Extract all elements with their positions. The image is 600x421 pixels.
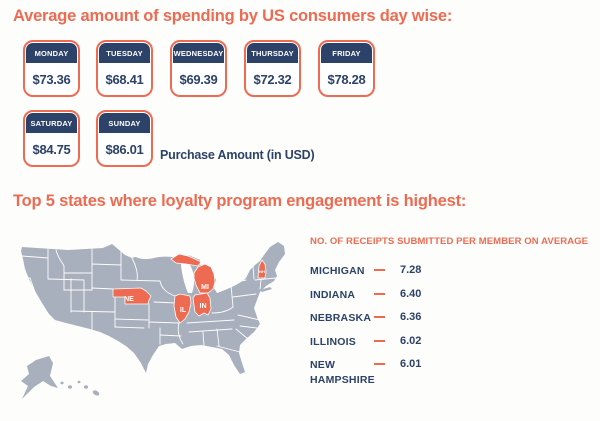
map-label-il: IL [180,307,187,314]
state-name: NEW HAMPSHIRE [310,359,375,386]
map-state-michigan-mitten [193,263,216,294]
map-label-mi: MI [201,284,209,291]
state-borders [20,247,277,353]
state-row-illinois: ILLINOIS 6.02 [310,335,596,359]
dash-icon [374,339,385,342]
day-card-header: SUNDAY [99,113,150,133]
map-label-ne: NE [124,296,134,303]
day-card-header: THURSDAY [247,43,298,63]
dash-icon [374,292,385,295]
day-card-amount: $86.01 [105,141,144,157]
receipts-list: MICHIGAN 7.28 INDIANA 6.40 NEBRASKA 6.36… [310,264,596,388]
day-card-saturday: SATURDAY $84.75 [23,110,80,167]
day-card-header: SATURDAY [26,113,77,133]
state-value: 6.36 [400,311,422,323]
day-card-header: MONDAY [26,43,77,63]
day-card-amount: $72.32 [253,71,292,87]
alaska [21,356,58,399]
day-card-wednesday: WEDNESDAY $69.39 [170,40,227,97]
day-card-header: WEDNESDAY [173,43,224,63]
state-name: NEBRASKA [310,312,372,324]
us-map-container: NE IL IN MI NH [8,232,298,416]
map-state-illinois [173,293,192,324]
state-row-nebraska: NEBRASKA 6.36 [310,311,596,335]
state-name: INDIANA [310,288,356,301]
day-card-header: TUESDAY [99,43,150,63]
map-state-michigan-up [170,253,202,267]
state-value: 6.01 [400,358,422,370]
loyalty-section-title: Top 5 states where loyalty program engag… [13,192,467,210]
day-card-thursday: THURSDAY $72.32 [244,40,301,97]
day-card-amount: $73.36 [32,71,71,87]
long-island [260,287,272,292]
state-row-new-hampshire: NEW HAMPSHIRE 6.01 [310,358,596,388]
purchase-amount-unit-label: Purchase Amount (in USD) [160,148,315,162]
dash-icon [374,269,385,271]
dash-icon [374,316,385,318]
spending-section-title: Average amount of spending by US consume… [13,7,453,25]
day-card-header: FRIDAY [321,43,372,63]
day-card-amount: $78.28 [327,71,366,87]
us-map: NE IL IN MI NH [20,242,285,399]
receipts-list-header: NO. OF RECEIPTS SUBMITTED PER MEMBER ON … [310,236,589,247]
day-card-amount: $68.41 [105,71,144,87]
state-value: 6.02 [400,334,422,347]
state-name: MICHIGAN [310,265,365,277]
map-state-indiana [192,292,212,317]
receipts-panel: NO. OF RECEIPTS SUBMITTED PER MEMBER ON … [310,236,596,388]
day-card-sunday: SUNDAY $86.01 [96,110,153,167]
dash-icon [374,363,385,365]
state-row-indiana: INDIANA 6.40 [310,288,596,312]
hawaii-islands [60,380,100,396]
map-label-nh: NH [259,269,265,274]
day-card-friday: FRIDAY $78.28 [318,40,375,97]
map-state-nebraska [112,287,152,305]
state-row-michigan: MICHIGAN 7.28 [310,264,596,288]
us-mainland [21,242,285,374]
day-card-monday: MONDAY $73.36 [23,40,80,97]
state-value: 6.40 [400,287,422,300]
day-card-amount: $69.39 [179,71,218,87]
day-card-amount: $84.75 [32,141,71,157]
map-state-new-hampshire [257,259,267,279]
state-value: 7.28 [400,264,422,276]
map-label-in: IN [200,303,207,310]
day-card-tuesday: TUESDAY $68.41 [96,40,153,97]
state-name: ILLINOIS [310,335,356,348]
